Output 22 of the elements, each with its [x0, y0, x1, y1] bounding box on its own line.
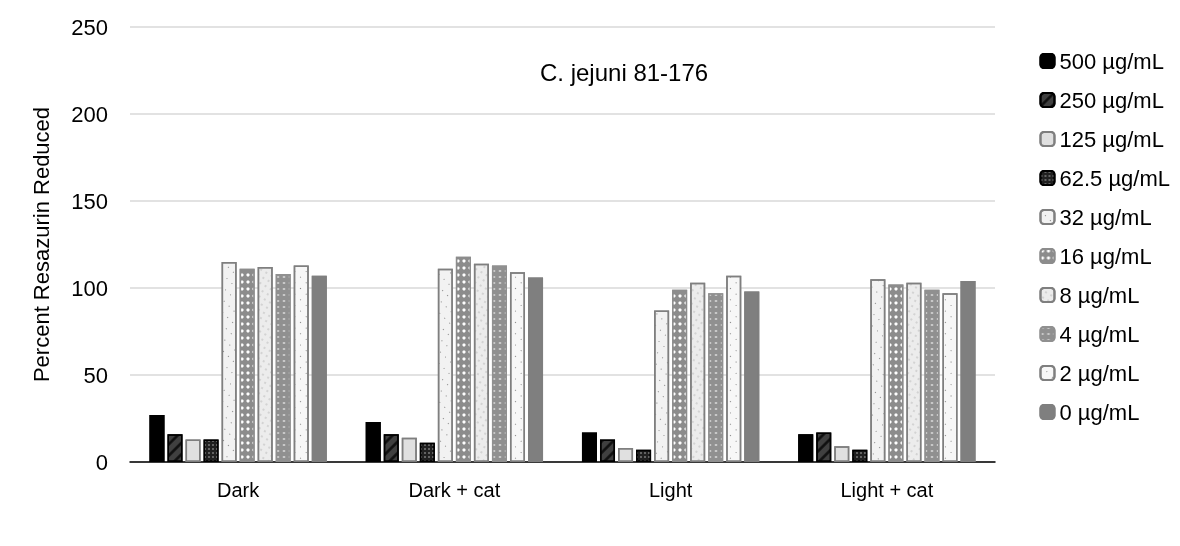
- x-tick-label: Dark + cat: [408, 479, 501, 501]
- y-tick-label: 150: [71, 188, 108, 214]
- legend-label: 4 µg/mL: [1059, 321, 1140, 347]
- legend-label: 500 µg/mL: [1059, 48, 1164, 74]
- legend-label: 62.5 µg/mL: [1059, 165, 1170, 191]
- legend-label: 125 µg/mL: [1059, 126, 1164, 152]
- legend-label: 250 µg/mL: [1059, 87, 1164, 113]
- y-tick-label: 0: [95, 449, 108, 475]
- y-tick-label: 50: [83, 362, 108, 388]
- y-tick-label: 100: [71, 275, 108, 301]
- legend-label: 8 µg/mL: [1059, 282, 1140, 308]
- x-tick-label: Light: [648, 479, 693, 501]
- legend-label: 16 µg/mL: [1059, 243, 1152, 269]
- y-tick-label: 200: [71, 101, 108, 127]
- x-tick-label: Light + cat: [840, 479, 934, 501]
- annotation: C. jejuni 81-176: [540, 58, 709, 86]
- y-tick-label: 250: [71, 14, 108, 40]
- x-tick-label: Dark: [217, 479, 261, 501]
- legend-label: 0 µg/mL: [1059, 399, 1140, 425]
- legend-label: 2 µg/mL: [1059, 360, 1140, 386]
- legend-label: 32 µg/mL: [1059, 204, 1152, 230]
- y-axis-title: Percent Resazurin Reduced: [28, 106, 54, 383]
